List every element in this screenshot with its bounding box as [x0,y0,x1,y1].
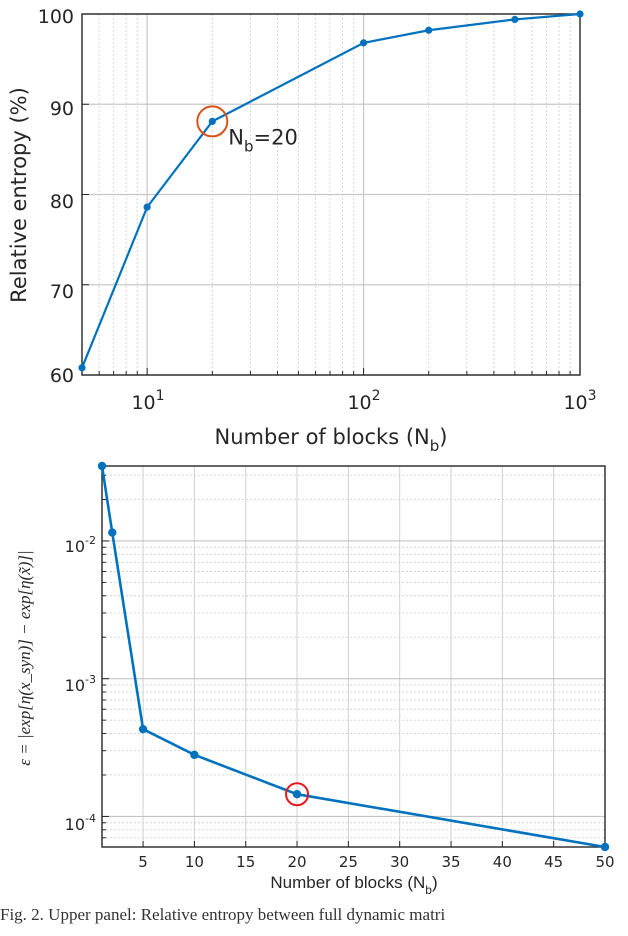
x-tick-label-10: 10 [185,853,204,871]
x-tick-label-5: 5 [138,853,148,871]
y-tick-label-80: 80 [50,191,74,213]
chart2-ticks [102,474,606,848]
error-data-point [97,461,107,471]
chart1-grid [81,13,580,376]
x-tick-label-20: 20 [287,853,306,871]
y-tick-label-10e-4: 10-4 [65,812,96,834]
error-data-point [190,750,199,760]
x-tick-label-35: 35 [441,853,460,871]
x-tick-label-10e3: 103 [563,388,596,414]
chart2-series [97,461,610,852]
figure-caption: Fig. 2. Upper panel: Relative entropy be… [0,905,446,924]
x-tick-label-45: 45 [544,853,563,871]
chart1-ticks [81,13,571,376]
error-series-line [100,465,606,849]
error-data-point [138,724,148,734]
error-data-point [600,842,610,852]
chart1-y-axis-label: Relative entropy (%) [7,87,31,303]
x-tick-label-25: 25 [339,853,358,871]
chart1-series [78,10,584,372]
entropy-data-point [359,39,368,47]
chart2-axes-box [101,465,606,848]
entropy-data-point [143,203,151,211]
chart1-x-axis-label: Number of blocks (Nb) [215,425,448,455]
y-tick-label-10e-3: 10-3 [65,673,96,695]
error-data-point [108,528,117,537]
entropy-data-point [511,15,519,24]
entropy-series-line [80,12,581,369]
y-tick-label-90: 90 [50,98,74,120]
nb20-highlight-circle [196,105,229,138]
error-chart: 10-2 10-3 10-4 5 10 15 20 25 30 35 40 45 50 Numbe… [15,461,615,897]
relative-entropy-chart: 60 70 80 90 100 101 102 103 Number of bl… [7,6,597,455]
chart2-x-axis-label: Number of blocks (Nb) [270,873,437,897]
chart2-y-axis-label: ε = |exp[η(x_syn)] − exp[η(x̃)]| [15,550,34,765]
x-tick-label-10e2: 102 [347,388,380,414]
nb20-annotation: Nb=20 [228,125,298,155]
y-tick-label-10e-2: 10-2 [65,534,96,556]
x-tick-label-15: 15 [236,853,255,871]
entropy-data-point [78,364,86,372]
entropy-data-point [208,117,216,125]
nb20-error-highlight-circle [285,782,310,807]
x-tick-label-10e1: 101 [131,388,164,414]
chart2-grid [102,466,606,848]
chart2-x-tick-labels: 5 10 15 20 25 30 35 40 45 50 [138,853,614,871]
y-tick-label-60: 60 [50,365,74,387]
x-tick-label-40: 40 [493,853,512,871]
entropy-data-point [425,26,433,34]
x-tick-label-30: 30 [390,853,409,871]
x-tick-label-50: 50 [595,853,614,871]
y-tick-label-100: 100 [38,6,74,28]
error-data-point [292,790,302,799]
entropy-data-point [576,10,584,18]
y-tick-label-70: 70 [50,281,74,303]
